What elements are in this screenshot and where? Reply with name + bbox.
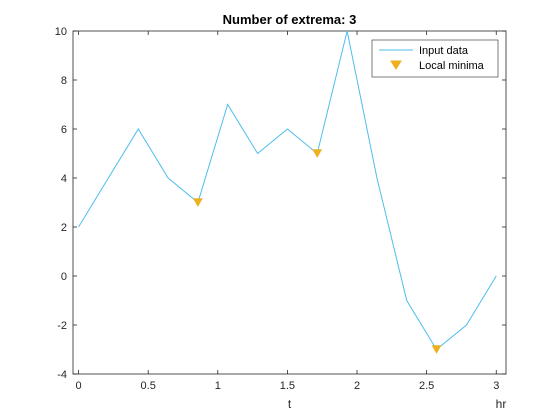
x-tick-label: 3: [493, 380, 499, 392]
y-tick-label: 8: [61, 75, 67, 87]
y-tick-label: 0: [61, 271, 67, 283]
x-tick-label: 1.5: [280, 380, 295, 392]
y-tick-label: 6: [61, 124, 67, 136]
y-tick-label: 10: [55, 26, 67, 38]
legend-box: [371, 39, 499, 78]
legend: Input data Local minima: [371, 39, 499, 78]
y-tick-label: -2: [57, 320, 67, 332]
x-tick-label: 0.5: [141, 380, 156, 392]
legend-label-local-minima: Local minima: [419, 60, 485, 72]
series-line-input-data: [78, 30, 497, 351]
legend-label-input-data: Input data: [419, 45, 469, 57]
x-tick-label: 2.5: [419, 380, 434, 392]
series-group: [78, 30, 497, 355]
local-minimum-marker: [431, 345, 442, 355]
x-tick-label: 0: [76, 380, 82, 392]
x-tick-label: 1: [215, 380, 221, 392]
y-tick-label: 2: [61, 222, 67, 234]
y-tick-label: -4: [57, 369, 67, 381]
x-axis-label: t: [288, 397, 292, 411]
legend-marker-sample: [390, 60, 402, 70]
x-tick-label: 2: [354, 380, 360, 392]
x-axis-unit-label: hr: [496, 397, 507, 411]
plot-area: [72, 30, 507, 375]
local-minimum-marker: [192, 198, 203, 208]
y-tick-label: 4: [61, 173, 67, 185]
chart-title: Number of extrema: 3: [223, 12, 357, 27]
local-minimum-marker: [312, 149, 323, 159]
axis-ticks: 0 0.5 1 1.5 2 2.5 3 -4 -2 0 2 4 6 8 10: [55, 26, 506, 392]
